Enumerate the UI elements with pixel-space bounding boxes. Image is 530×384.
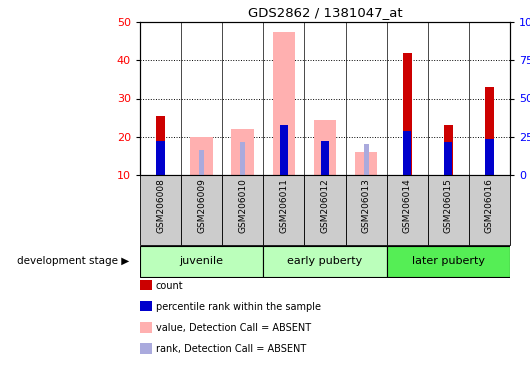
Text: later puberty: later puberty — [412, 257, 485, 266]
Bar — [469, 175, 510, 245]
Bar — [272, 31, 295, 175]
Bar — [321, 141, 329, 175]
Text: juvenile: juvenile — [180, 257, 224, 266]
Text: rank, Detection Call = ABSENT: rank, Detection Call = ABSENT — [156, 344, 306, 354]
Bar — [304, 175, 346, 245]
Text: GSM206016: GSM206016 — [485, 179, 494, 233]
Bar — [314, 119, 337, 175]
Bar — [444, 125, 453, 175]
Bar — [280, 125, 288, 175]
Bar — [156, 116, 165, 175]
Text: GSM206009: GSM206009 — [197, 179, 206, 233]
Title: GDS2862 / 1381047_at: GDS2862 / 1381047_at — [248, 7, 402, 20]
Text: count: count — [156, 281, 183, 291]
Bar — [403, 53, 412, 175]
Bar — [181, 175, 222, 245]
Bar — [190, 137, 213, 175]
Bar — [232, 129, 254, 175]
Text: GSM206015: GSM206015 — [444, 179, 453, 233]
Text: GSM206014: GSM206014 — [403, 179, 412, 233]
Text: GSM206010: GSM206010 — [238, 179, 248, 233]
Bar — [140, 246, 263, 277]
Bar — [140, 175, 181, 245]
Bar — [281, 125, 286, 175]
Text: GSM206012: GSM206012 — [321, 179, 330, 233]
Text: GSM206011: GSM206011 — [279, 179, 288, 233]
Text: development stage ▶: development stage ▶ — [17, 257, 129, 266]
Bar — [364, 144, 368, 175]
Bar — [222, 175, 263, 245]
Bar — [485, 139, 493, 175]
Bar — [240, 142, 245, 175]
Text: value, Detection Call = ABSENT: value, Detection Call = ABSENT — [156, 323, 311, 333]
Bar — [263, 246, 387, 277]
Bar — [387, 246, 510, 277]
Bar — [485, 87, 494, 175]
Bar — [263, 175, 304, 245]
Bar — [444, 142, 453, 175]
Bar — [403, 131, 411, 175]
Bar — [387, 175, 428, 245]
Text: percentile rank within the sample: percentile rank within the sample — [156, 302, 321, 312]
Bar — [199, 150, 204, 175]
Text: GSM206013: GSM206013 — [361, 179, 370, 233]
Bar — [323, 141, 328, 175]
Bar — [355, 152, 377, 175]
Bar — [428, 175, 469, 245]
Bar — [156, 141, 165, 175]
Text: GSM206008: GSM206008 — [156, 179, 165, 233]
Bar — [346, 175, 387, 245]
Text: early puberty: early puberty — [287, 257, 363, 266]
